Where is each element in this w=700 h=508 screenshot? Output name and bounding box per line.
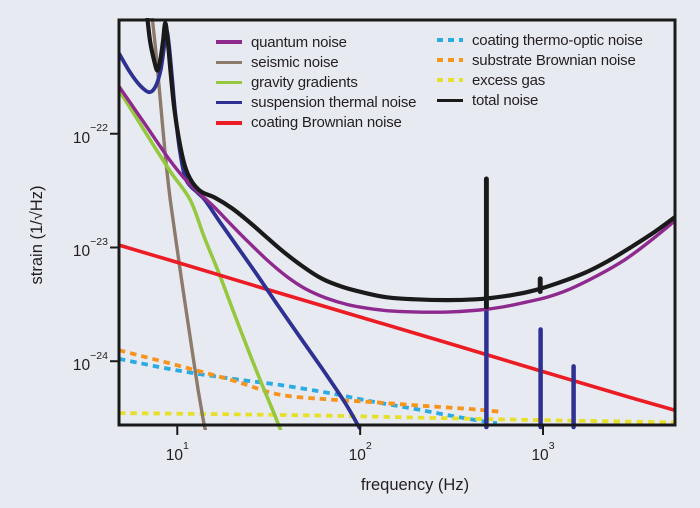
y-tick-label: 10−23 [72,236,108,261]
legend-column-left: quantum noise seismic noise gravity gradie… [216,32,417,133]
legend-swatch-suspension-thermal-noise [216,100,242,105]
x-tick-label: 103 [531,439,555,465]
series-substrate-brownian-noise [119,348,500,414]
legend-label-gravity-gradients: gravity gradients [251,73,358,91]
plot-border [117,18,677,427]
legend-swatch-excess-gas [437,78,463,83]
y-axis-title: strain (1/√Hz) [28,185,46,285]
legend-item-substrate-brownian-noise: substrate Brownian noise [437,50,643,70]
legend-label-quantum-noise: quantum noise [251,33,347,51]
legend-swatch-coating-thermo-optic-noise [437,38,463,43]
legend-column-right: coating thermo-optic noise substrate Brow… [437,30,643,111]
y-tick-label: 10−24 [72,349,108,375]
series-total-noise [145,18,675,303]
legend-item-quantum-noise: quantum noise [216,32,416,52]
y-tick-label: 10−22 [72,122,108,147]
legend-item-coating-thermo-optic-noise: coating thermo-optic noise [437,30,643,50]
legend-label-substrate-brownian-noise: substrate Brownian noise [472,51,636,69]
legend-item-suspension-thermal-noise: suspension thermal noise [216,93,417,113]
series-quantum-noise [119,84,675,314]
x-axis-title: frequency (Hz) [360,476,470,494]
legend-item-gravity-gradients: gravity gradients [216,72,416,92]
plot-series-layer [119,18,675,430]
x-tick-label: 102 [348,439,372,465]
legend-swatch-coating-brownian-noise [216,121,242,125]
legend-swatch-total-noise [437,98,463,103]
series-gravity-gradients [119,88,283,430]
series-coating-thermo-optic-noise [119,356,498,426]
legend-label-coating-brownian-noise: coating Brownian noise [251,114,402,132]
legend-label-excess-gas: excess gas [472,71,546,89]
legend-label-seismic-noise: seismic noise [251,53,339,71]
legend-swatch-quantum-noise [216,40,242,44]
legend-item-excess-gas: excess gas [437,70,643,90]
series-coating-brownian-noise [119,243,675,413]
legend-item-coating-brownian-noise: coating Brownian noise [216,113,416,133]
legend-item-total-noise: total noise [437,91,643,111]
legend-swatch-seismic-noise [216,60,242,65]
legend-swatch-substrate-brownian-noise [437,58,463,63]
legend-label-coating-thermo-optic-noise: coating thermo-optic noise [472,31,643,49]
legend-swatch-gravity-gradients [216,80,242,85]
legend-label-total-noise: total noise [472,92,539,110]
legend-label-suspension-thermal-noise: suspension thermal noise [251,94,417,112]
series-seismic-noise [150,18,208,430]
x-tick-label: 101 [165,439,189,465]
legend-item-seismic-noise: seismic noise [216,52,416,72]
